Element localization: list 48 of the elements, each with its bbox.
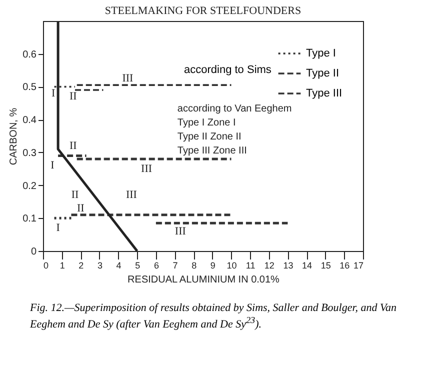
y-tick-label: 0 bbox=[30, 246, 37, 258]
annotation: Type III Zone III bbox=[177, 145, 247, 156]
x-tick-label: 10 bbox=[226, 260, 237, 270]
y-tick-label: 0.1 bbox=[22, 214, 37, 225]
legend-label: Type II bbox=[306, 68, 340, 80]
x-tick-label: 5 bbox=[135, 260, 140, 270]
x-tick-label: 3 bbox=[97, 260, 102, 270]
chart-title: STEELMAKING FOR STEELFOUNDERS bbox=[104, 4, 302, 17]
annotation: I bbox=[52, 87, 56, 100]
caption: Fig. 12.—Superimposition of results obtained by Sims, Saller and Boulger, and Van Eeghem and De Sy (after Van Eeghem and De Sy$^{23}$). bbox=[29, 302, 398, 332]
annotation: II bbox=[69, 90, 78, 103]
annotation: II bbox=[76, 202, 85, 214]
x-tick-label: 11 bbox=[246, 260, 256, 270]
x-tick-label: 4 bbox=[116, 260, 122, 270]
annotation: III bbox=[141, 162, 152, 175]
y-tick-label: 0.6 bbox=[22, 49, 37, 60]
x-tick-label: 2 bbox=[78, 260, 84, 270]
y-tick-label: 0.4 bbox=[22, 115, 37, 126]
y-axis-title: CARBON, % bbox=[8, 108, 20, 166]
annotation: II bbox=[71, 189, 79, 202]
annotation: III bbox=[126, 189, 138, 202]
y-tick-label: 0.2 bbox=[22, 180, 37, 192]
y-tick-label: 0.3 bbox=[22, 148, 37, 159]
x-tick-label: 7 bbox=[172, 260, 178, 270]
annotation: Type I Zone I bbox=[177, 117, 236, 128]
x-tick-label: 0 bbox=[44, 260, 49, 270]
x-tick-label: 13 bbox=[283, 260, 294, 270]
x-tick-label: 12 bbox=[264, 260, 274, 270]
legend-label: Type III bbox=[306, 88, 342, 100]
annotation: II bbox=[69, 140, 78, 152]
x-tick-label: 6 bbox=[154, 260, 159, 270]
legend-label: Type I bbox=[306, 48, 336, 60]
x-axis-title: RESIDUAL ALUMINIUM IN 0.01% bbox=[128, 274, 280, 286]
annotation: III bbox=[122, 72, 134, 84]
x-tick-label: 16 bbox=[340, 260, 350, 270]
x-tick-label: 9 bbox=[210, 260, 216, 270]
x-tick-label: 8 bbox=[192, 260, 197, 270]
y-tick-label: 0.5 bbox=[22, 82, 37, 94]
annotation: according to Van Eeghem bbox=[177, 103, 292, 114]
x-tick-label: 17 bbox=[353, 260, 364, 270]
x-tick-label: 1 bbox=[60, 260, 65, 270]
annotation: I bbox=[56, 222, 60, 234]
annotation: I bbox=[50, 160, 55, 172]
annotation: Type II Zone II bbox=[177, 131, 242, 142]
legend-title: according to Sims bbox=[184, 64, 272, 76]
x-tick-label: 14 bbox=[302, 260, 312, 270]
annotation: III bbox=[174, 225, 186, 238]
x-tick-label: 15 bbox=[320, 260, 331, 270]
